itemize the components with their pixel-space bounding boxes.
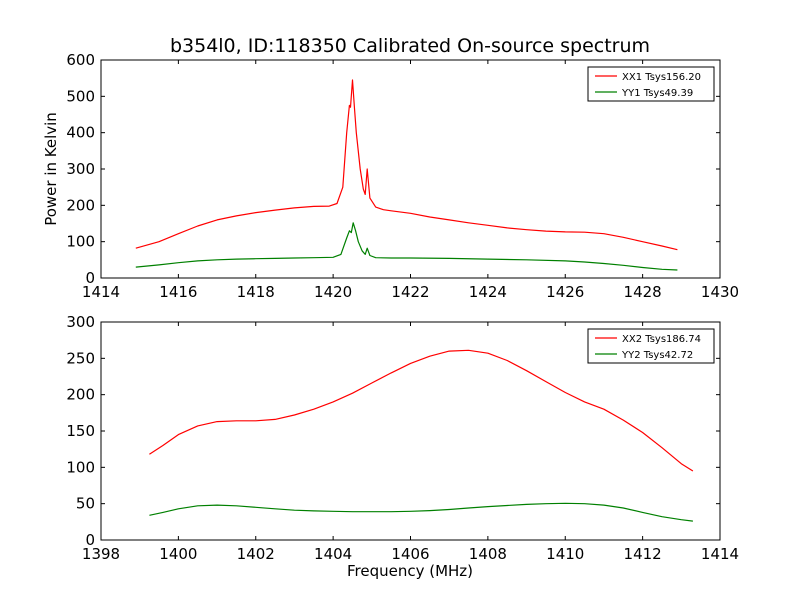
legend-box xyxy=(587,328,715,364)
x-tick-label: 1430 xyxy=(701,283,739,301)
x-tick-label: 1410 xyxy=(546,545,584,563)
x-tick-label: 1398 xyxy=(82,545,120,563)
x-tick-label: 1426 xyxy=(546,283,584,301)
y-tick-label: 100 xyxy=(66,233,95,251)
legend-box xyxy=(587,66,715,102)
y-tick-label: 50 xyxy=(76,495,95,513)
x-tick-label: 1416 xyxy=(159,283,197,301)
y-tick-label: 500 xyxy=(66,87,95,105)
y-tick-label: 100 xyxy=(66,458,95,476)
x-axis-label: Frequency (MHz) xyxy=(347,562,473,580)
x-tick-label: 1402 xyxy=(237,545,275,563)
x-tick-label: 1414 xyxy=(82,283,120,301)
y-tick-label: 0 xyxy=(85,269,95,287)
legend-label: XX1 Tsys156.20 xyxy=(622,72,701,83)
legend-label: XX2 Tsys186.74 xyxy=(622,334,701,345)
y-tick-label: 200 xyxy=(66,386,95,404)
x-tick-label: 1414 xyxy=(701,545,739,563)
series-line-yy1 xyxy=(135,222,678,271)
y-tick-label: 400 xyxy=(66,124,95,142)
x-tick-label: 1408 xyxy=(469,545,507,563)
series-line-yy2 xyxy=(149,502,693,522)
series-line-xx1 xyxy=(135,79,678,251)
y-tick-label: 300 xyxy=(66,160,95,178)
legend-label: YY1 Tsys49.39 xyxy=(621,88,693,99)
x-tick-label: 1422 xyxy=(391,283,429,301)
x-tick-label: 1424 xyxy=(469,283,507,301)
y-tick-label: 200 xyxy=(66,196,95,214)
x-tick-label: 1406 xyxy=(391,545,429,563)
y-tick-label: 250 xyxy=(66,349,95,367)
x-tick-label: 1420 xyxy=(314,283,352,301)
legend-label: YY2 Tsys42.72 xyxy=(621,350,693,361)
series-line-xx2 xyxy=(149,349,694,472)
x-tick-label: 1418 xyxy=(237,283,275,301)
y-tick-label: 600 xyxy=(66,51,95,69)
x-tick-label: 1428 xyxy=(624,283,662,301)
y-tick-label: 0 xyxy=(85,531,95,549)
top-panel: 1414 1416 1418 1420 1422 1424 1426 1428 1430 0 100… xyxy=(66,51,739,301)
y-tick-label: 150 xyxy=(66,422,95,440)
x-tick-label: 1400 xyxy=(159,545,197,563)
x-tick-label: 1404 xyxy=(314,545,352,563)
y-tick-label: 300 xyxy=(66,313,95,331)
x-tick-label: 1412 xyxy=(624,545,662,563)
y-axis-label: Power in Kelvin xyxy=(42,112,60,226)
chart-title: b354l0, ID:118350 Calibrated On-source s… xyxy=(170,35,650,57)
bottom-panel: 1398 1400 1402 1404 1406 1408 1410 1412 1414 0 50 1… xyxy=(66,313,739,563)
